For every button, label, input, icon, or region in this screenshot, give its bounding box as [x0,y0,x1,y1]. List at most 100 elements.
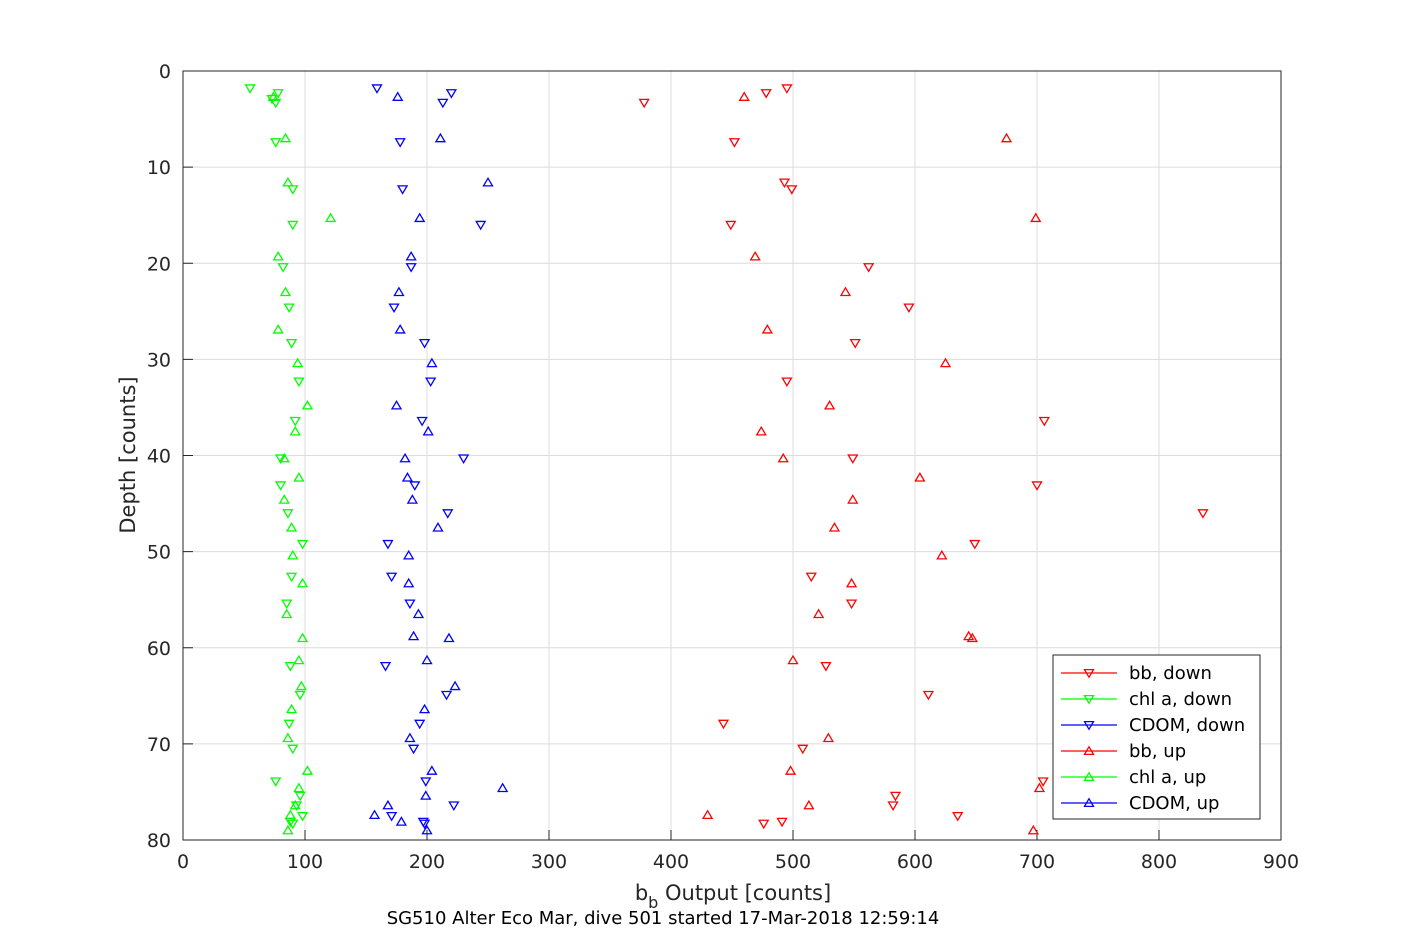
data-point [405,250,417,261]
legend-box [1052,654,1261,820]
data-point [1031,481,1043,491]
y-tick-label: 10 [147,157,171,179]
x-axis-label-main: b [635,881,648,905]
data-point [293,377,305,388]
series-0 [638,84,1209,830]
legend-label: chl a, down [1129,689,1232,710]
y-tick-label: 20 [147,253,171,275]
data-point [399,452,411,463]
x-axis: 0 100 200 300 400 500 600 700 800 900 [177,830,1299,873]
data-point [403,549,415,560]
data-point [421,654,433,665]
data-point [786,185,798,195]
data-point [294,690,306,701]
legend-label: chl a, up [1129,767,1206,788]
data-point [787,654,799,665]
data-point [749,250,761,261]
data-point [368,809,381,820]
data-point [426,765,438,775]
series-5 [368,91,509,835]
data-point [270,98,282,109]
x-tick-label: 400 [653,851,689,873]
data-point [289,799,301,810]
data-point [270,777,282,787]
y-tick-label: 40 [147,446,171,468]
data-point [418,703,431,714]
legend-marker [1083,720,1095,731]
data-point [289,416,301,427]
data-point [301,399,314,410]
legend-label: bb, up [1129,741,1186,762]
data-point [847,494,859,504]
x-tick-label: 600 [897,851,933,873]
data-point [272,250,284,261]
data-point [760,89,772,99]
data-point [776,817,788,828]
data-point [407,630,420,641]
data-point [279,286,292,297]
x-tick-label: 200 [409,851,445,873]
data-point [379,661,392,672]
data-point [293,654,305,665]
data-point [738,91,750,101]
data-point [274,454,287,464]
data-point [385,811,398,822]
data-point [285,339,298,349]
data-point [820,661,832,672]
data-point [422,425,434,436]
data-point [285,703,298,714]
data-point [282,509,294,519]
data-point [418,819,431,830]
data-point [1027,824,1039,835]
data-point [1037,777,1049,787]
data-point [457,454,470,464]
data-point [289,425,301,436]
data-point [282,176,294,187]
data-point [406,494,418,504]
data-point [812,608,825,619]
data-point [412,608,425,619]
data-point [728,138,741,148]
data-point [278,452,290,463]
data-point [293,472,305,482]
data-point [284,809,296,820]
data-point [889,791,902,802]
data-point [294,791,306,802]
data-point [292,357,304,368]
data-point [301,765,314,775]
data-point [396,185,409,195]
data-point [401,472,414,482]
y-axis: 0 10 20 30 40 50 60 70 80 [147,61,193,852]
data-point [443,632,455,643]
data-point [392,91,404,101]
series-3 [701,91,1046,835]
series-4 [267,91,337,835]
data-point [393,286,405,297]
data-point [755,425,767,436]
data-point [761,324,774,334]
y-tick-label: 60 [147,638,171,660]
data-point [449,680,461,691]
y-tick-label: 70 [147,734,171,756]
data-point [382,539,394,550]
data-point [828,522,841,532]
y-axis-label: Depth [counts] [116,376,140,533]
data-point [426,357,438,368]
data-point [420,790,432,800]
data-point [282,732,294,743]
data-point [887,801,899,811]
data-point [403,577,415,588]
x-tick-label: 800 [1141,851,1177,873]
data-point [284,661,296,672]
data-point [863,263,875,273]
data-point [1038,416,1050,427]
data-point [437,98,449,109]
x-tick-label: 500 [775,851,811,873]
data-point [420,777,432,787]
data-point [385,572,398,583]
series-1 [244,84,309,830]
x-axis-label-subscript: b [648,893,658,912]
data-point [421,824,433,835]
data-point [287,549,299,560]
data-point [717,719,730,730]
